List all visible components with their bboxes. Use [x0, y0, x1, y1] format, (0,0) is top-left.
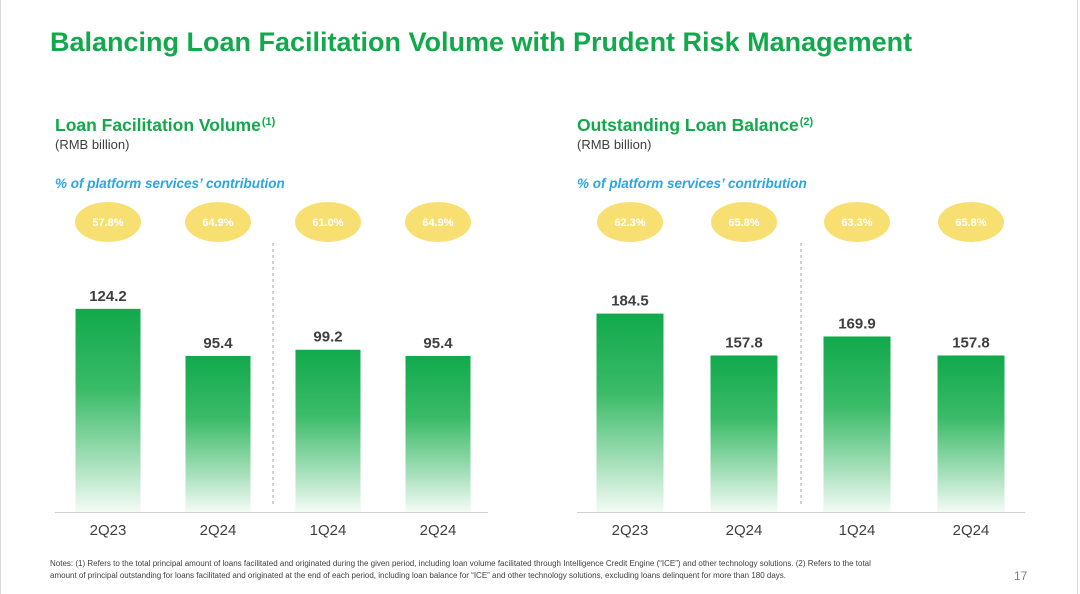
contribution-value: 61.0% — [312, 217, 343, 229]
category-label: 2Q24 — [200, 522, 237, 539]
contribution-value: 65.8% — [955, 217, 986, 229]
unit-label: (RMB billion) — [55, 137, 130, 152]
contribution-badge — [295, 202, 361, 242]
contribution-value: 57.8% — [92, 217, 123, 229]
contribution-badge — [824, 202, 890, 242]
category-label: 2Q24 — [953, 522, 990, 539]
outstanding-loan-balance-chart: 62.3% 184.5 2Q23 65.8% 157.8 2Q24 63.3% 169.9 1Q… — [577, 202, 1025, 539]
bar — [710, 355, 778, 512]
chart-title: Outstanding Loan Balance — [577, 115, 799, 135]
bar — [596, 313, 664, 512]
bar-value-label: 124.2 — [89, 288, 127, 305]
contribution-badge — [711, 202, 777, 242]
contribution-value: 64.9% — [202, 217, 233, 229]
footnote-line: Notes: (1) Refers to the total principal… — [50, 559, 871, 568]
bar-value-label: 95.4 — [203, 335, 233, 352]
bar — [75, 308, 141, 512]
footnote-marker: (1) — [261, 116, 276, 128]
loan-facilitation-heading: Loan Facilitation Volume(1) — [55, 116, 275, 137]
outstanding-loan-balance-heading: Outstanding Loan Balance(2) — [577, 116, 813, 137]
bar-value-label: 169.9 — [838, 315, 876, 332]
contribution-badge — [75, 202, 141, 242]
bar — [185, 355, 251, 512]
category-label: 2Q23 — [90, 522, 127, 539]
bar-value-label: 95.4 — [423, 335, 453, 352]
category-label: 2Q24 — [420, 522, 457, 539]
bar — [405, 355, 471, 512]
contribution-title: % of platform services’ contribution — [55, 176, 285, 191]
page-number: 17 — [1014, 569, 1028, 583]
bar-value-label: 184.5 — [611, 293, 649, 310]
contribution-badge — [597, 202, 663, 242]
slide-title: Balancing Loan Facilitation Volume with … — [50, 27, 913, 57]
footnotes: Notes: (1) Refers to the total principal… — [50, 558, 871, 581]
contribution-badge — [405, 202, 471, 242]
unit-label: (RMB billion) — [577, 137, 652, 152]
category-label: 2Q23 — [612, 522, 649, 539]
contribution-value: 62.3% — [614, 217, 645, 229]
bar-value-label: 99.2 — [313, 329, 342, 346]
bar-value-label: 157.8 — [725, 334, 763, 351]
category-label: 1Q24 — [310, 522, 347, 539]
contribution-value: 65.8% — [728, 217, 759, 229]
footnote-marker: (2) — [799, 116, 814, 128]
loan-facilitation-volume-chart: 57.8% 124.2 2Q23 64.9% 95.4 2Q24 61.0% 99.2 1Q24… — [55, 202, 488, 539]
bar-value-label: 157.8 — [952, 334, 990, 351]
contribution-title: % of platform services’ contribution — [577, 176, 807, 191]
contribution-badge — [938, 202, 1004, 242]
bar — [823, 336, 891, 512]
bar — [295, 349, 361, 512]
chart-title: Loan Facilitation Volume — [55, 115, 261, 135]
footnote-line: amount of principal outstanding for loan… — [50, 570, 787, 580]
contribution-value: 64.9% — [422, 217, 453, 229]
contribution-badge — [185, 202, 251, 242]
contribution-value: 63.3% — [841, 217, 872, 229]
category-label: 1Q24 — [839, 522, 876, 539]
bar — [937, 355, 1005, 512]
category-label: 2Q24 — [726, 522, 763, 539]
